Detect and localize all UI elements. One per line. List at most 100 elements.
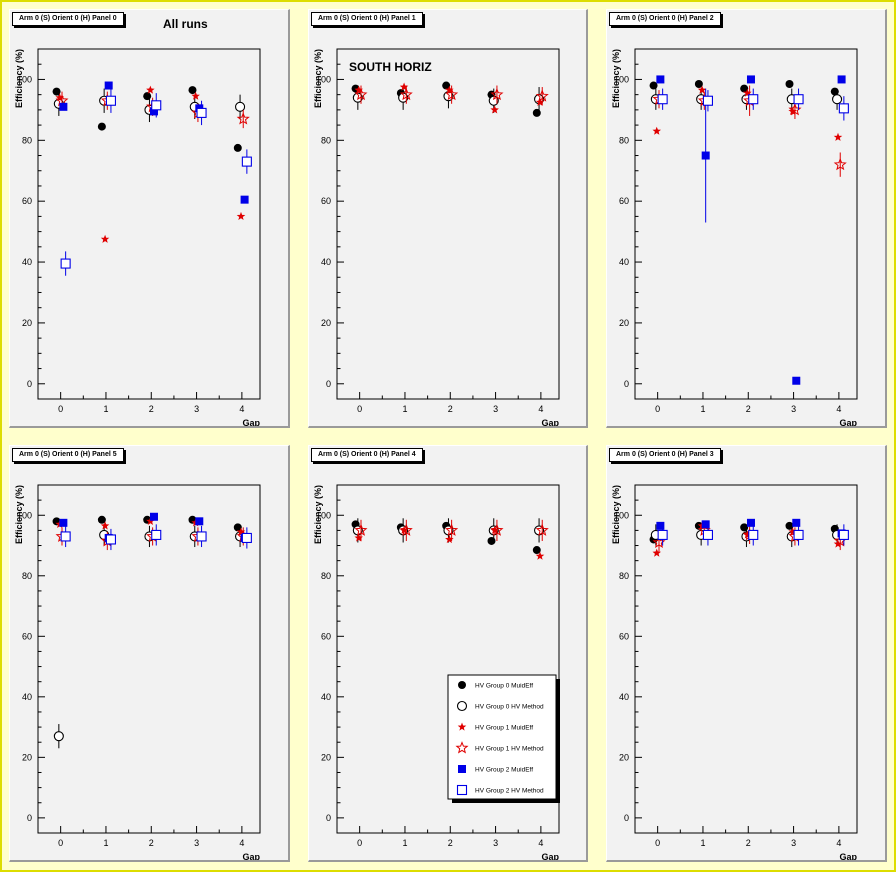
data-point [53, 731, 64, 742]
x-tick-label: 2 [448, 404, 453, 414]
data-point [146, 85, 155, 94]
y-tick-label: 20 [22, 752, 32, 762]
legend-label-5: HV Group 2 HV Method [475, 788, 544, 795]
data-point [399, 82, 409, 91]
y-tick-label: 20 [321, 318, 331, 328]
y-tick-label: 0 [27, 813, 32, 823]
data-point [532, 108, 541, 117]
y-axis-label: Efficiency (%) [611, 49, 621, 108]
y-axis-label: Efficiency (%) [313, 485, 323, 544]
y-tick-label: 40 [321, 257, 331, 267]
series-0 [52, 515, 242, 532]
data-point [535, 551, 545, 560]
data-point [445, 523, 459, 536]
data-point [657, 529, 668, 540]
data-point [785, 80, 794, 88]
y-tick-label: 20 [619, 318, 629, 328]
pad-title-1: Arm 0 (S) Orient 0 (H) Panel 1 [311, 12, 423, 26]
data-point [490, 523, 504, 536]
x-tick-label: 3 [791, 404, 796, 414]
y-tick-label: 40 [22, 257, 32, 267]
data-point [746, 75, 755, 84]
y-tick-label: 80 [321, 135, 331, 145]
data-point [702, 529, 713, 540]
data-point [748, 529, 759, 540]
y-tick-label: 0 [27, 379, 32, 389]
data-point [151, 529, 162, 540]
chart-3: 0 20 40 60 80 100 0 1 2 3 4 Gap Efficiency (%) [14, 484, 261, 862]
data-point [241, 532, 252, 544]
data-point [532, 546, 541, 555]
legend-label-2: HV Group 1 MuidEff [475, 725, 533, 732]
chart-2: 0 20 40 60 80 100 0 1 2 3 4 Gap Efficiency (%) [611, 48, 858, 428]
y-tick-label: 40 [619, 257, 629, 267]
pad-title-4: Arm 0 (S) Orient 0 (H) Panel 4 [311, 448, 423, 462]
series-5 [657, 524, 849, 546]
chart-title: All runs [163, 17, 208, 31]
series-0 [52, 86, 242, 152]
data-point [792, 376, 801, 385]
series-1 [53, 524, 246, 749]
x-tick-label: 0 [357, 404, 362, 414]
x-tick-label: 4 [836, 404, 841, 414]
x-tick-label: 4 [239, 404, 244, 414]
x-axis-label: Gap [541, 418, 559, 426]
data-point [354, 523, 368, 536]
x-tick-label: 1 [103, 838, 108, 848]
x-tick-label: 4 [538, 404, 543, 414]
data-point [100, 521, 110, 530]
data-point [399, 525, 409, 534]
pad-title-5: Arm 0 (S) Orient 0 (H) Panel 3 [609, 448, 721, 462]
data-point [788, 527, 797, 536]
data-point [149, 107, 158, 116]
data-point [445, 87, 459, 101]
x-tick-label: 1 [700, 404, 705, 414]
x-tick-label: 3 [791, 838, 796, 848]
y-tick-label: 40 [619, 692, 629, 702]
x-tick-label: 4 [239, 838, 244, 848]
legend-marker-3 [455, 741, 469, 754]
data-point [487, 536, 496, 545]
pad-5: 0 20 40 60 80 100 0 1 2 3 4 Gap Efficiency (%) Arm 0… [606, 445, 887, 862]
y-tick-label: 0 [326, 813, 331, 823]
pad-title-2: Arm 0 (S) Orient 0 (H) Panel 2 [609, 12, 721, 26]
legend-label-1: HV Group 0 HV Method [475, 704, 544, 711]
data-point [59, 102, 68, 111]
data-point [354, 85, 363, 94]
y-tick-label: 60 [619, 196, 629, 206]
series-5 [657, 88, 849, 121]
data-point [837, 75, 846, 84]
data-point [445, 85, 454, 94]
data-point [105, 95, 116, 106]
series-5 [60, 524, 252, 551]
data-point [743, 88, 752, 97]
legend-box [447, 674, 557, 800]
y-tick-label: 80 [22, 571, 32, 581]
data-point [191, 91, 200, 100]
plot-frame [336, 484, 560, 834]
x-tick-label: 2 [746, 838, 751, 848]
x-axis-label: Gap [242, 418, 260, 426]
x-tick-label: 3 [493, 404, 498, 414]
y-tick-label: 20 [619, 752, 629, 762]
pad-3: 0 20 40 60 80 100 0 1 2 3 4 Gap Efficiency (%) Arm 0… [9, 445, 290, 862]
legend-label-3: HV Group 1 HV Method [475, 746, 544, 753]
y-tick-label: 40 [321, 692, 331, 702]
data-point [832, 94, 843, 105]
data-point [233, 143, 242, 152]
data-point [236, 527, 246, 536]
legend-label-4: HV Group 2 MuidEff [475, 767, 533, 774]
y-tick-label: 20 [321, 752, 331, 762]
series-4 [59, 81, 249, 204]
x-tick-label: 2 [149, 838, 154, 848]
x-tick-label: 0 [357, 838, 362, 848]
x-tick-label: 2 [746, 404, 751, 414]
data-point [100, 234, 110, 243]
x-tick-label: 4 [836, 838, 841, 848]
pad-title-3: Arm 0 (S) Orient 0 (H) Panel 5 [12, 448, 124, 462]
data-point [793, 94, 804, 105]
y-tick-label: 60 [619, 631, 629, 641]
y-tick-label: 100 [17, 74, 32, 84]
x-axis-label: Gap [242, 852, 260, 860]
series-2 [652, 85, 843, 141]
